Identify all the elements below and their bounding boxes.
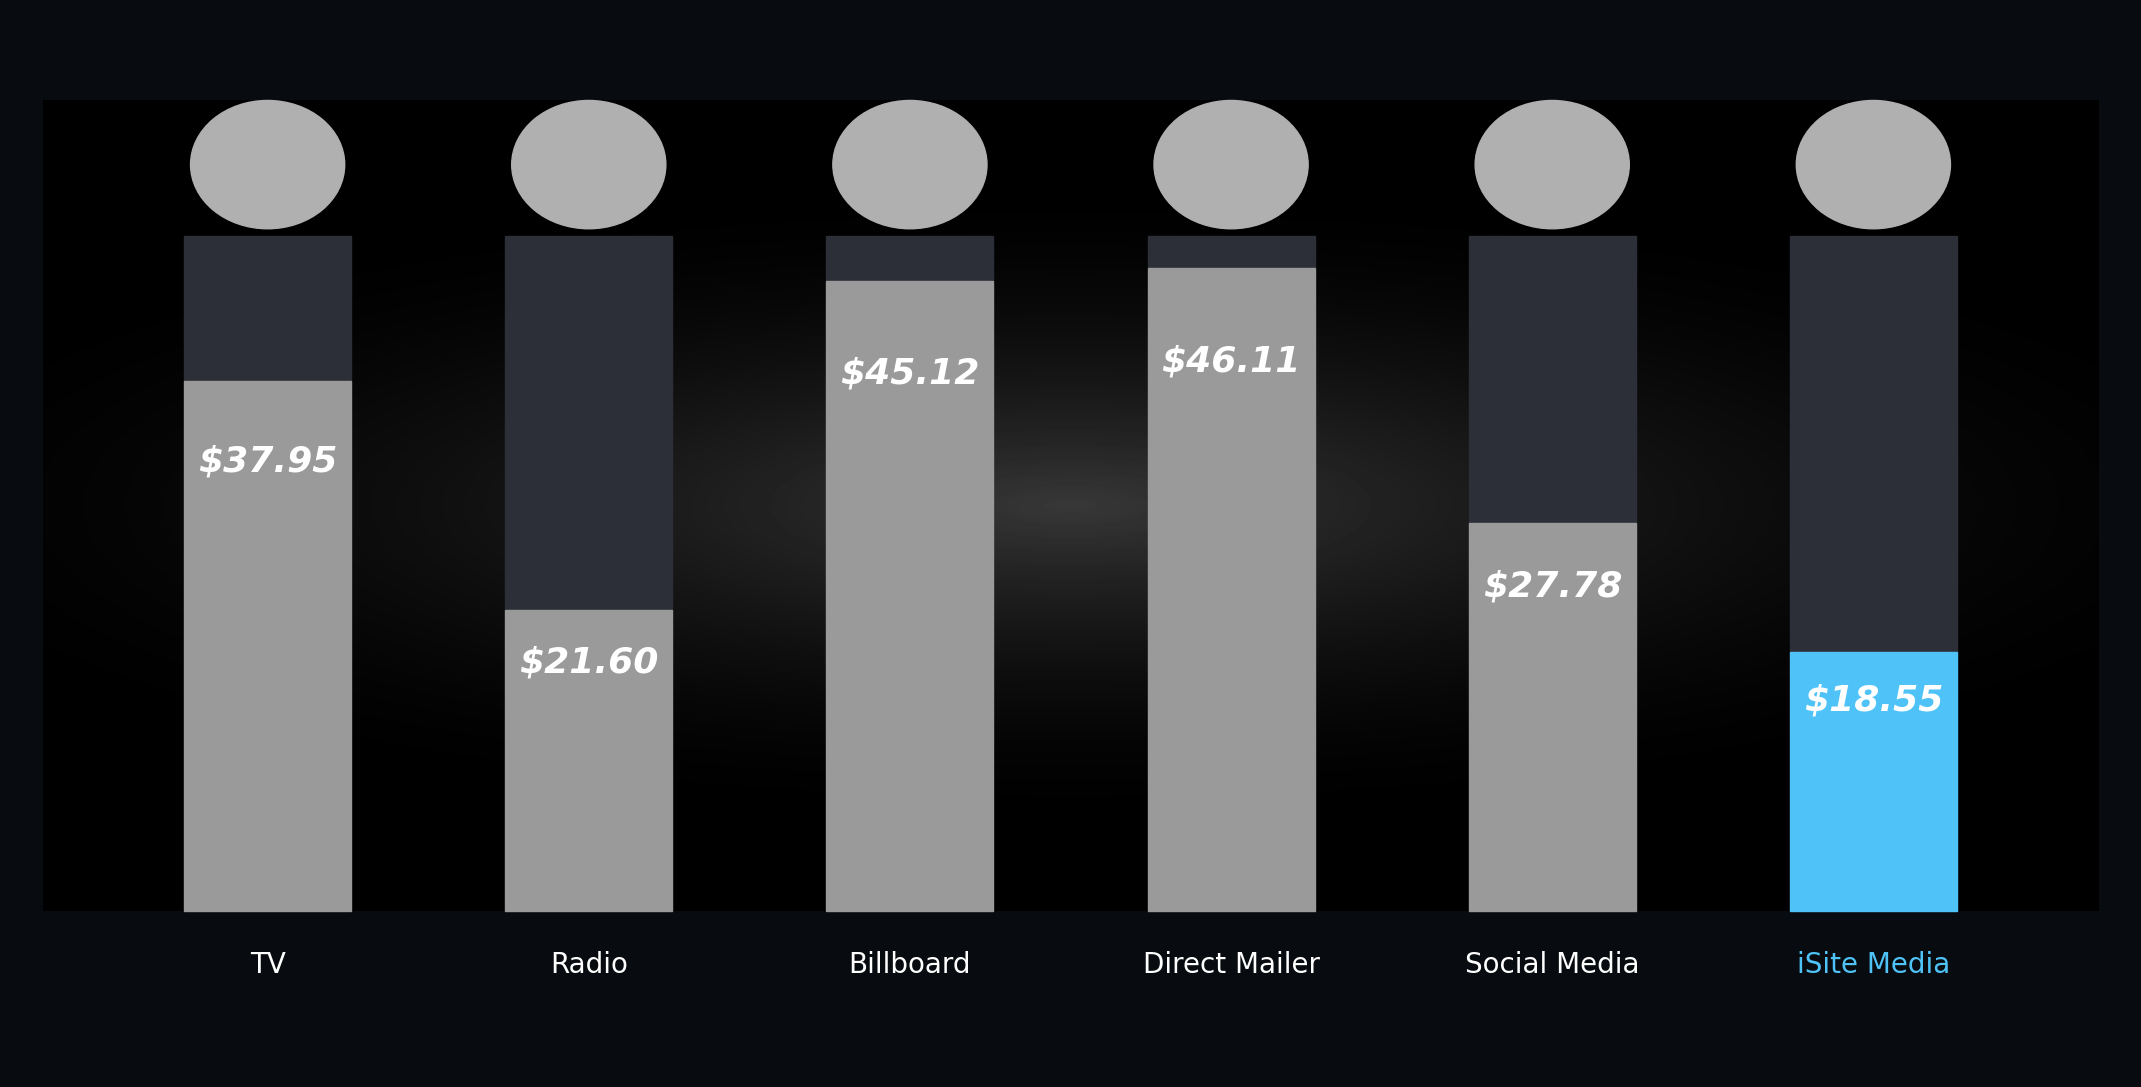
Ellipse shape (1154, 100, 1308, 228)
Text: Billboard: Billboard (848, 951, 972, 979)
Text: TV: TV (250, 951, 285, 979)
Text: $45.12: $45.12 (839, 357, 981, 391)
Bar (505, 610, 672, 911)
Bar (184, 236, 351, 382)
Bar (1148, 236, 1315, 267)
Text: $21.60: $21.60 (518, 646, 659, 679)
Text: $27.78: $27.78 (1482, 570, 1623, 603)
Bar (1790, 236, 1957, 652)
Ellipse shape (1475, 100, 1629, 228)
Ellipse shape (191, 100, 345, 228)
Text: iSite Media: iSite Media (1796, 951, 1950, 979)
Text: $18.55: $18.55 (1803, 683, 1944, 717)
Bar (1469, 236, 1636, 523)
Bar (505, 236, 672, 610)
Text: Direct Mailer: Direct Mailer (1143, 951, 1319, 979)
Ellipse shape (512, 100, 666, 228)
Text: $46.11: $46.11 (1160, 345, 1302, 379)
Bar (184, 382, 351, 911)
Text: Radio: Radio (550, 951, 627, 979)
Bar (826, 236, 993, 282)
Text: Social Media: Social Media (1464, 951, 1640, 979)
Bar (1148, 267, 1315, 911)
Bar (1790, 652, 1957, 911)
Text: $37.95: $37.95 (197, 445, 338, 479)
Bar (826, 282, 993, 911)
Bar (1469, 523, 1636, 911)
Ellipse shape (1796, 100, 1950, 228)
Ellipse shape (833, 100, 987, 228)
